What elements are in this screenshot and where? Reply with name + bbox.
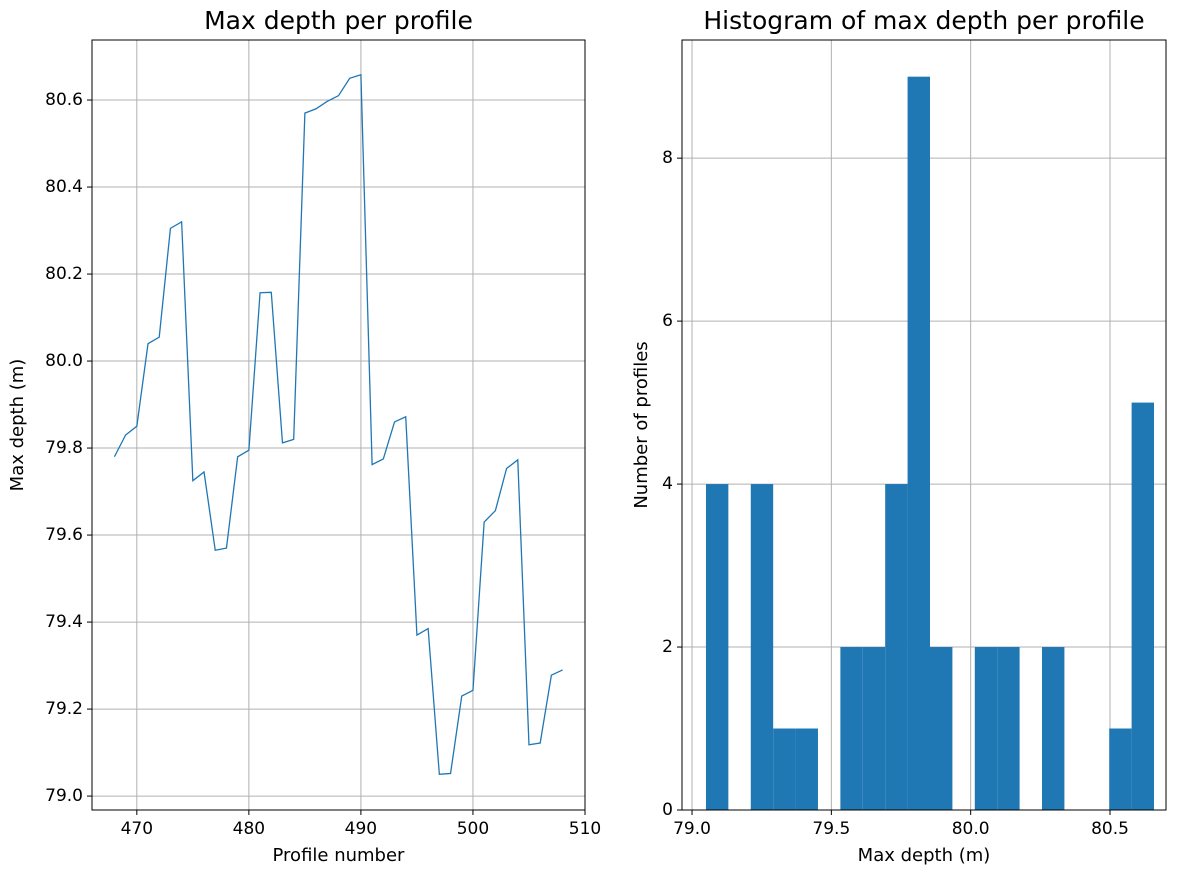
bar: [750, 484, 774, 810]
bar: [1131, 402, 1155, 810]
x-tick-label: 79.5: [812, 819, 850, 839]
y-tick-label: 79.6: [45, 525, 83, 545]
chart-title: Histogram of max depth per profile: [703, 6, 1144, 35]
bar: [997, 647, 1020, 810]
y-tick-label: 80.2: [45, 264, 83, 284]
x-tick-label: 510: [569, 819, 601, 839]
y-tick-label: 4: [662, 474, 673, 494]
y-axis-label: Number of profiles: [631, 341, 652, 508]
bar: [1109, 728, 1132, 810]
x-tick-label: 80.5: [1091, 819, 1129, 839]
y-tick-label: 79.4: [45, 612, 83, 632]
x-axis-label: Profile number: [273, 845, 406, 866]
bar: [929, 647, 953, 810]
x-tick-label: 79.0: [673, 819, 711, 839]
axes-frame: [681, 39, 1167, 811]
y-tick-label: 6: [662, 311, 673, 331]
bar: [795, 728, 818, 810]
x-tick-label: 500: [457, 819, 489, 839]
bar: [974, 647, 998, 810]
y-axis-label: Max depth (m): [7, 359, 28, 492]
bar: [885, 484, 908, 810]
plot: [92, 40, 586, 810]
chart-title: Max depth per profile: [204, 6, 473, 35]
x-tick-label: 480: [233, 819, 265, 839]
y-tick-label: 2: [662, 637, 673, 657]
y-tick-label: 8: [662, 148, 673, 168]
x-tick-label: 80.0: [952, 819, 990, 839]
y-tick-label: 80.6: [45, 90, 83, 110]
y-tick-label: 80.4: [45, 177, 83, 197]
y-tick-label: 80.0: [45, 351, 83, 371]
line: [113, 73, 563, 776]
y-tick-label: 0: [662, 800, 673, 820]
axes-frame: [91, 39, 586, 811]
x-axis-label: Max depth (m): [858, 845, 991, 866]
x-tick-label: 470: [121, 819, 153, 839]
y-tick-label: 79.0: [45, 786, 83, 806]
bar: [907, 76, 930, 810]
y-tick-label: 79.2: [45, 699, 83, 719]
x-tick-label: 490: [345, 819, 377, 839]
bar: [862, 647, 886, 810]
plot: [682, 40, 1166, 811]
bar: [1042, 647, 1065, 810]
bar: [840, 647, 863, 810]
bar: [705, 484, 729, 810]
y-tick-label: 79.8: [45, 438, 83, 458]
bar: [773, 728, 796, 810]
